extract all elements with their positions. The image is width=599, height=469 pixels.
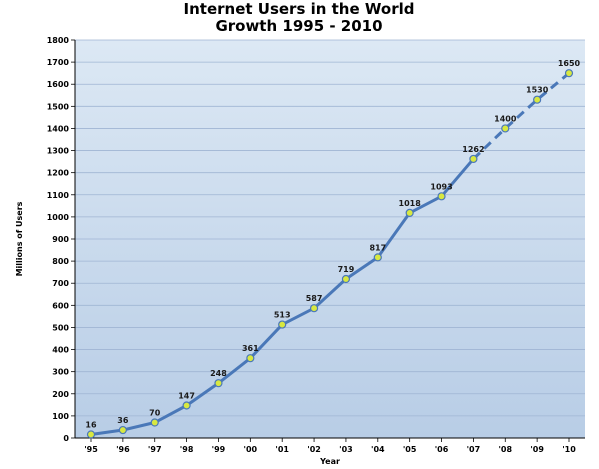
data-label: 1093	[430, 182, 452, 191]
data-point	[341, 274, 351, 284]
x-tick-label: '98	[180, 445, 194, 454]
data-point	[278, 320, 287, 329]
y-tick-label: 100	[52, 412, 69, 421]
data-label: 248	[210, 369, 227, 378]
data-point	[118, 425, 127, 435]
chart-title: Internet Users in the World	[184, 0, 415, 18]
data-point	[373, 253, 382, 262]
x-axis-ticks: '95 '96 '97 '98 '99 '00 '01 '02 '03 '04 '05 '06 '07 '…	[84, 438, 576, 454]
x-tick-label: '95	[84, 445, 98, 454]
data-point	[246, 354, 255, 363]
data-point	[564, 69, 574, 78]
x-tick-label: '00	[244, 445, 258, 454]
x-tick-label: '10	[562, 445, 576, 454]
data-label: 70	[149, 409, 161, 418]
data-point	[214, 379, 223, 388]
data-label: 1400	[494, 114, 517, 123]
y-tick-label: 1700	[47, 58, 70, 67]
data-point	[533, 95, 542, 104]
x-axis-label: Year	[319, 457, 340, 466]
series-line-projected	[472, 72, 570, 161]
y-tick-label: 900	[52, 235, 69, 244]
data-label: 817	[369, 243, 386, 252]
data-point	[405, 208, 414, 218]
y-tick-label: 1500	[47, 102, 70, 111]
data-label: 1650	[558, 59, 581, 68]
axes	[74, 40, 585, 439]
chart-subtitle: Growth 1995 - 2010	[215, 17, 382, 35]
data-markers	[86, 69, 574, 439]
data-label: 1262	[462, 145, 484, 154]
y-tick-label: 1000	[47, 213, 70, 222]
x-tick-label: '96	[116, 445, 130, 454]
x-tick-label: '09	[530, 445, 544, 454]
y-axis-label: Millions of Users	[15, 201, 24, 276]
data-point	[86, 430, 96, 439]
x-tick-label: '02	[307, 445, 321, 454]
y-tick-label: 1400	[47, 124, 70, 133]
data-label: 719	[338, 265, 355, 274]
y-tick-label: 700	[52, 279, 69, 288]
data-point	[309, 304, 319, 313]
y-tick-label: 800	[52, 257, 69, 266]
x-tick-label: '04	[371, 445, 385, 454]
y-tick-label: 1200	[47, 169, 70, 178]
data-label: 587	[306, 294, 323, 303]
data-point	[501, 124, 510, 133]
data-point	[182, 401, 191, 410]
y-tick-label: 0	[63, 434, 69, 443]
data-point	[437, 192, 446, 201]
x-tick-label: '06	[435, 445, 449, 454]
x-tick-label: '03	[339, 445, 353, 454]
y-tick-label: 1300	[47, 147, 70, 156]
y-axis-ticks: 0 100 200 300 400 500 600 700 800 900 1000 1100 1200…	[47, 36, 75, 443]
grid-lines	[75, 39, 585, 417]
y-tick-label: 400	[52, 346, 69, 355]
data-point	[469, 154, 478, 164]
data-label: 513	[274, 311, 291, 320]
x-tick-label: '07	[467, 445, 481, 454]
x-tick-label: '05	[403, 445, 417, 454]
data-label: 1530	[526, 86, 549, 95]
y-tick-label: 1800	[47, 36, 70, 45]
data-label: 147	[178, 391, 195, 400]
y-tick-label: 1100	[47, 191, 70, 200]
data-label: 36	[117, 416, 129, 425]
x-tick-label: '08	[498, 445, 512, 454]
y-tick-label: 200	[52, 390, 69, 399]
data-label: 1018	[399, 199, 422, 208]
x-tick-label: '97	[148, 445, 162, 454]
data-label: 16	[85, 420, 97, 429]
y-tick-label: 1600	[47, 80, 70, 89]
y-tick-label: 300	[52, 368, 69, 377]
y-tick-label: 500	[52, 323, 69, 332]
y-tick-label: 600	[52, 301, 69, 310]
data-point	[150, 418, 159, 427]
x-tick-label: '01	[275, 445, 289, 454]
x-tick-label: '99	[212, 445, 226, 454]
data-label: 361	[242, 344, 259, 353]
data-labels: 16 36 70 147 248 361 513 587 719 817 1018 1093 1262 1…	[85, 59, 580, 429]
